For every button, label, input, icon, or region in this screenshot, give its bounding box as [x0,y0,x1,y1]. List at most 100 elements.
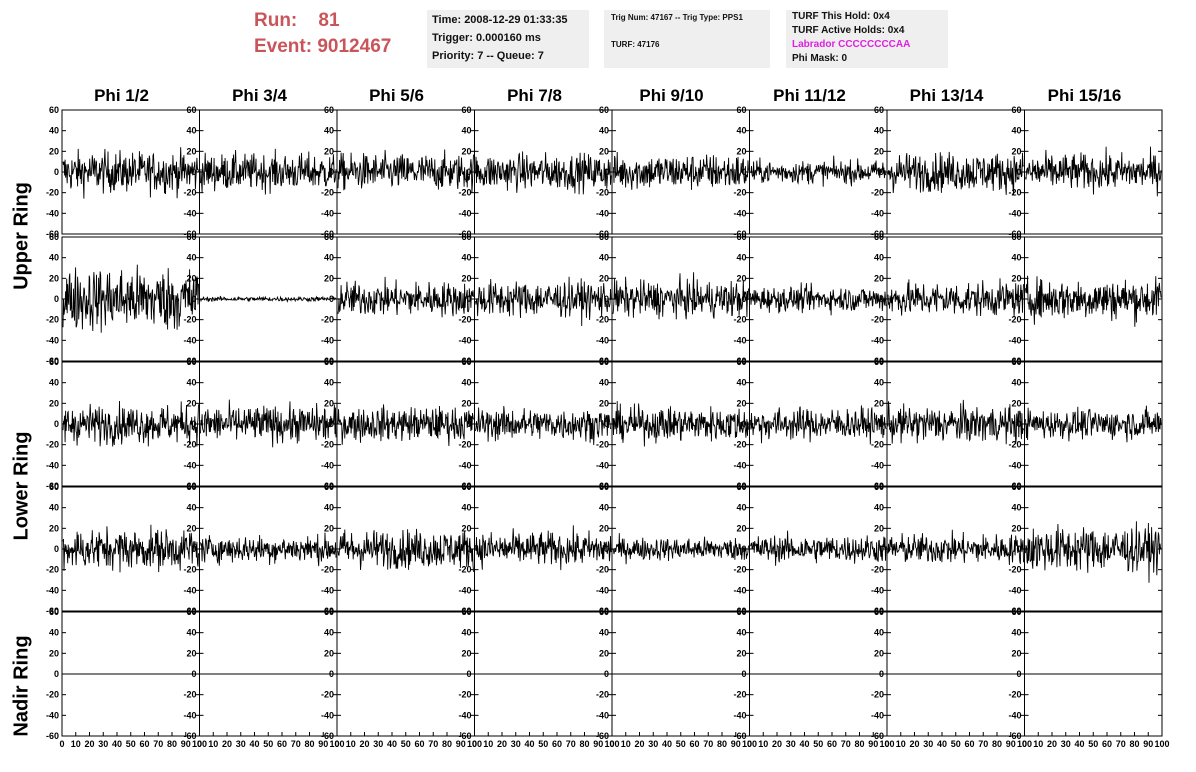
y-tick-label: 60 [1011,105,1021,115]
x-tick-label: 70 [841,739,851,749]
y-tick-label: -40 [46,585,59,595]
y-tick-label: -60 [733,731,746,741]
y-tick-label: -60 [871,731,884,741]
y-tick-label: 20 [324,273,334,283]
x-tick-label: 70 [566,739,576,749]
y-tick-label: 0 [466,167,471,177]
y-tick-label: 60 [874,607,884,617]
x-tick-label: 90 [1006,739,1016,749]
y-tick-label: -40 [871,460,884,470]
y-tick-label: -20 [321,188,334,198]
x-tick-label: 70 [428,739,438,749]
y-tick-label: 0 [466,669,471,679]
waveform-panel: 60 40 20 0 -20 -40 -60 [321,357,475,491]
y-tick-label: 40 [186,253,196,263]
waveform-trace [612,151,749,190]
x-tick-label: 10 [758,739,768,749]
waveform-trace [750,530,887,566]
y-tick-label: -60 [183,356,196,366]
y-tick-label: -40 [183,710,196,720]
waveform-trace [337,528,474,572]
y-tick-label: 20 [874,273,884,283]
y-tick-label: 40 [736,253,746,263]
y-tick-label: -40 [1008,710,1021,720]
y-tick-label: 20 [186,648,196,658]
y-tick-label: -20 [183,565,196,575]
waveform-panel: 60 40 20 0 -20 -40 -60 [183,357,338,491]
trigger-text: Trigger: 0.000160 ms [432,32,541,44]
y-tick-label: -40 [596,585,609,595]
y-tick-label: -60 [733,481,746,491]
y-tick-label: 20 [599,398,609,408]
y-tick-label: 20 [49,398,59,408]
y-tick-label: -60 [1008,606,1021,616]
y-tick-label: 60 [599,357,609,367]
y-tick-label: 60 [736,482,746,492]
phi-column-title: Phi 15/16 [1047,86,1122,105]
y-tick-label: -20 [871,690,884,700]
y-tick-label: 60 [324,105,334,115]
y-tick-label: -40 [733,460,746,470]
y-tick-label: 0 [191,419,196,429]
waveform-trace [200,532,337,567]
y-tick-label: -60 [321,481,334,491]
x-tick-label: 100 [879,739,894,749]
y-tick-label: 60 [186,232,196,242]
x-tick-label: 50 [538,739,548,749]
y-tick-label: -40 [871,208,884,218]
y-tick-label: -20 [733,440,746,450]
y-tick-label: -60 [733,229,746,239]
y-tick-label: -60 [321,606,334,616]
x-tick-label: 20 [359,739,369,749]
y-tick-label: 20 [49,648,59,658]
x-tick-label: 60 [689,739,699,749]
time-info-box: Time: 2008-12-29 01:33:35 Trigger: 0.000… [427,10,589,68]
y-tick-label: 20 [874,523,884,533]
y-tick-label: -40 [1008,460,1021,470]
y-tick-label: 20 [461,273,471,283]
y-tick-label: -20 [733,690,746,700]
y-tick-label: 40 [736,503,746,513]
y-tick-label: 0 [879,544,884,554]
y-tick-label: -60 [596,356,609,366]
y-tick-label: 20 [461,648,471,658]
y-tick-label: -60 [183,229,196,239]
x-tick-label: 40 [249,739,259,749]
waveform-trace [475,151,612,195]
priority-text: Priority: 7 -- Queue: 7 [432,50,544,62]
y-tick-label: -40 [871,710,884,720]
waveform-trace [337,404,474,447]
y-tick-label: -20 [46,565,59,575]
waveform-panel: 60 40 20 0 -20 -40 -60 [733,232,888,366]
y-tick-label: -20 [458,188,471,198]
y-tick-label: 20 [49,523,59,533]
y-tick-label: 0 [329,669,334,679]
y-tick-label: 40 [324,126,334,136]
phi-mask-text: Phi Mask: 0 [792,53,848,64]
x-tick-label: 50 [951,739,961,749]
y-tick-label: 20 [874,146,884,156]
x-tick-label: 90 [318,739,328,749]
y-tick-label: -40 [871,585,884,595]
y-tick-label: 40 [461,126,471,136]
y-tick-label: -60 [1008,356,1021,366]
y-tick-label: 60 [186,105,196,115]
x-tick-label: 60 [1102,739,1112,749]
x-tick-label: 10 [1033,739,1043,749]
y-tick-label: 0 [1016,167,1021,177]
y-tick-label: -40 [321,335,334,345]
y-tick-label: -40 [733,585,746,595]
x-tick-label: 0 [59,739,64,749]
y-tick-label: -40 [183,460,196,470]
y-tick-label: 40 [1011,253,1021,263]
waveform-trace [887,399,1024,445]
phi-column-title: Phi 7/8 [507,86,562,105]
x-tick-label: 90 [456,739,466,749]
y-tick-label: -40 [1008,335,1021,345]
waveform-trace [1025,275,1162,327]
y-tick-label: 20 [1011,273,1021,283]
